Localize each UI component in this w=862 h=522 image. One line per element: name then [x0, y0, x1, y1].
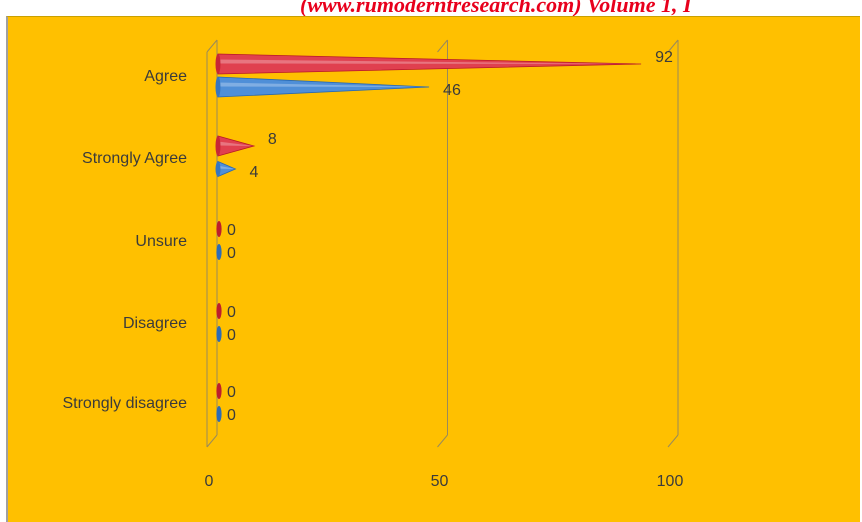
- data-label: 0: [227, 245, 236, 262]
- bar-base: [215, 136, 221, 156]
- gridline-top-depth-50: [437, 39, 448, 53]
- x-tick-label: 100: [657, 473, 684, 490]
- x-tick-label: 50: [431, 473, 449, 490]
- bar: [216, 244, 222, 260]
- category-label: Unsure: [135, 233, 187, 250]
- x-tick-label: 0: [205, 473, 214, 490]
- gridlines: [206, 39, 679, 448]
- bar-base: [215, 54, 221, 74]
- bar-base: [216, 244, 222, 260]
- gridline-top-depth-100: [667, 39, 679, 53]
- gridline-top-depth-0: [206, 39, 218, 53]
- labels: 0 50 100 Agree 92 46 Strongly Agree 84 Unsure 0 0 D…: [62, 49, 683, 490]
- bar-base: [215, 77, 221, 97]
- gridline-depth-50: [437, 434, 448, 448]
- data-label: 4: [249, 164, 258, 181]
- bar-base: [216, 221, 222, 237]
- data-label: 8: [268, 131, 277, 148]
- bar-highlight: [218, 141, 254, 146]
- bar-highlight: [218, 59, 642, 64]
- data-label: 0: [227, 384, 236, 401]
- bar-base: [215, 161, 221, 177]
- bar: [215, 53, 642, 75]
- bar-base: [216, 303, 222, 319]
- gridline-depth-0: [206, 434, 218, 448]
- bar-cone: [217, 53, 642, 75]
- bar-highlight: [218, 165, 236, 169]
- bar: [216, 326, 222, 342]
- bar: [216, 383, 222, 399]
- bars: [215, 53, 642, 422]
- data-label: 0: [227, 407, 236, 424]
- category-label: Strongly Agree: [82, 150, 187, 167]
- chart-area: [6, 16, 860, 522]
- data-label: 0: [227, 304, 236, 321]
- data-label: 0: [227, 222, 236, 239]
- bar: [216, 221, 222, 237]
- bar: [216, 303, 222, 319]
- bar: [215, 76, 430, 98]
- bar-base: [216, 406, 222, 422]
- data-label: 92: [655, 49, 673, 66]
- bar-base: [216, 383, 222, 399]
- header-text: (www.rumoderntresearch.com) Volume 1, I: [300, 0, 692, 17]
- bar-cone: [217, 135, 256, 157]
- bar-cone: [217, 160, 237, 178]
- data-label: 0: [227, 327, 236, 344]
- category-label: Agree: [144, 68, 187, 85]
- data-label: 46: [443, 82, 461, 99]
- category-label: Disagree: [123, 315, 187, 332]
- bar-cone: [217, 76, 430, 98]
- bar: [215, 160, 237, 178]
- bar-highlight: [218, 82, 430, 87]
- category-label: Strongly disagree: [62, 395, 187, 412]
- bar-base: [216, 326, 222, 342]
- bar: [216, 406, 222, 422]
- gridline-depth-100: [667, 434, 679, 448]
- bar: [215, 135, 256, 157]
